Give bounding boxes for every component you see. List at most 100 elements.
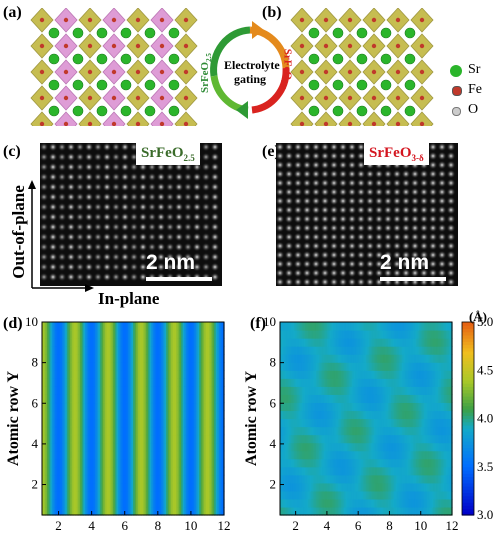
heat-cell [361, 482, 364, 492]
heat-cell [416, 402, 419, 412]
heat-cell [66, 474, 70, 484]
heat-cell [124, 434, 127, 444]
heat-cell [325, 450, 328, 460]
heat-cell [149, 498, 152, 508]
heat-cell [66, 498, 70, 508]
heat-cell [190, 394, 194, 404]
heat-cell [118, 442, 121, 452]
heat-cell [144, 386, 147, 395]
heat-cell [65, 426, 68, 436]
heat-cell [337, 322, 341, 331]
heat-cell [142, 354, 146, 363]
heat-cell [185, 378, 189, 387]
heat-cell [286, 506, 289, 516]
heat-cell [180, 490, 184, 500]
heat-cell [151, 466, 154, 476]
heat-cell [326, 370, 330, 379]
heat-cell [157, 426, 161, 436]
heat-cell [219, 426, 222, 436]
heat-cell [220, 450, 223, 460]
heat-cell [113, 474, 116, 484]
heat-cell [45, 386, 48, 395]
heat-cell [204, 402, 207, 412]
heat-cell [409, 426, 412, 436]
heat-cell [182, 394, 185, 404]
heat-cell [75, 386, 78, 395]
heat-cell [137, 450, 141, 460]
heat-cell [78, 346, 81, 355]
heat-cell [292, 490, 295, 500]
fe-atom [419, 95, 425, 101]
heat-cell [306, 370, 309, 379]
heat-cell [364, 450, 367, 460]
heat-cell [51, 450, 55, 460]
heat-cell [325, 346, 328, 355]
heat-cell [202, 442, 205, 452]
heat-cell [53, 394, 56, 404]
heat-cell [58, 450, 61, 460]
heat-cell [314, 378, 317, 387]
heat-cell [215, 394, 218, 404]
heat-cell [91, 442, 94, 452]
heat-cell [180, 482, 184, 492]
heat-cell [194, 482, 197, 492]
heat-cell [298, 322, 301, 331]
heat-cell [58, 410, 61, 420]
heat-cell [176, 322, 179, 331]
heat-cell [353, 378, 356, 387]
heat-cell [336, 410, 339, 420]
heat-cell [179, 426, 182, 436]
heat-cell [314, 474, 317, 484]
heat-cell [364, 442, 367, 452]
heat-cell [119, 426, 123, 436]
scale-bar-c [146, 277, 212, 281]
sr-atom [356, 27, 368, 39]
heat-cell [340, 354, 344, 363]
heat-cell [199, 362, 202, 371]
heat-cell [355, 474, 358, 484]
heat-cell [405, 410, 408, 420]
heat-cell [63, 346, 66, 355]
heat-cell [141, 378, 144, 387]
heat-cell [323, 498, 326, 508]
heat-cell [326, 418, 330, 428]
heat-cell [398, 450, 401, 460]
heat-cell [337, 474, 341, 484]
heat-cell [347, 338, 350, 347]
heat-cell [185, 458, 189, 468]
heat-cell [131, 506, 134, 516]
heat-cell [401, 490, 405, 500]
heat-cell [306, 354, 309, 363]
heat-cell [297, 434, 300, 444]
heat-cell [156, 402, 159, 412]
heat-cell [370, 466, 373, 476]
heat-cell [48, 330, 51, 339]
heat-cell [356, 474, 359, 484]
heat-cell [314, 322, 317, 331]
heat-cell [292, 338, 295, 347]
heat-cell [43, 418, 46, 428]
heat-cell [113, 322, 116, 331]
heat-cell [134, 490, 137, 500]
heat-cell [331, 466, 334, 476]
heat-cell [328, 498, 331, 508]
sr-atom [96, 53, 108, 65]
heat-cell [66, 330, 70, 339]
heat-cell [333, 354, 336, 363]
heat-cell [339, 458, 342, 468]
heat-cell [86, 466, 89, 476]
heat-cell [210, 426, 214, 436]
heat-cell [93, 450, 96, 460]
heat-cell [364, 362, 367, 371]
heat-cell [398, 410, 401, 420]
heat-cell [164, 482, 167, 492]
heat-cell [392, 482, 395, 492]
heat-cell [397, 362, 400, 371]
heat-cell [190, 346, 194, 355]
fe-atom [371, 95, 377, 101]
heat-cell [209, 402, 212, 412]
stem-lattice-c [40, 143, 222, 286]
heat-cell [409, 354, 412, 363]
heat-cell [348, 426, 351, 436]
heat-cell [286, 322, 289, 331]
